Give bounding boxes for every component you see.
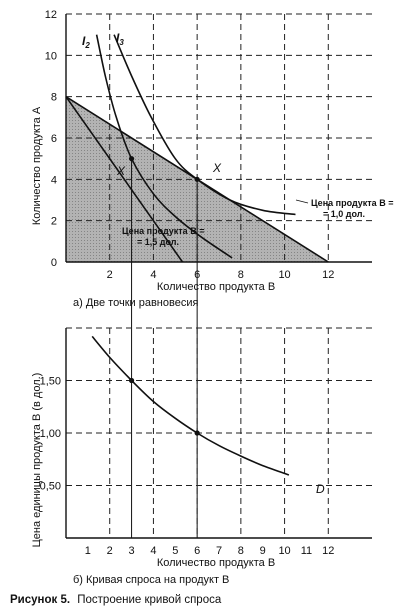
x-tick-label: 11: [301, 545, 312, 557]
x-tick-label: 10: [278, 545, 290, 557]
panel-b-xlabel: Количество продукта В: [157, 557, 275, 569]
figure-caption-prefix: Рисунок 5.: [10, 594, 70, 606]
figure-caption: Рисунок 5. Построение кривой спроса: [10, 594, 222, 606]
budget-label-2-line1: Цена продукта В =: [122, 226, 204, 236]
x-tick-label: 2: [107, 269, 113, 281]
panel-b-demand-curve: [91, 335, 290, 476]
x-tick-label: 1: [85, 545, 91, 557]
y-tick-label: 8: [51, 92, 57, 104]
x-tick-label: 5: [172, 545, 178, 557]
panel-a-axes: [65, 14, 372, 263]
demand-curve-line: [91, 335, 290, 476]
budget-line-2: [65, 96, 184, 263]
panel-b-x-ticks: 1 2 3 4 5 6 7 8 9 10 11 12: [85, 545, 335, 557]
x-tick-label: 4: [150, 269, 156, 281]
equilibrium-point-1: [128, 156, 135, 162]
demand-point-1: [128, 377, 135, 384]
y-tick-label: 0: [51, 257, 57, 269]
y-tick-label: 12: [45, 9, 57, 21]
equilibrium-label-2: X: [212, 161, 222, 175]
y-tick-label: 0,50: [40, 481, 61, 493]
y-tick-label: 2: [51, 216, 57, 228]
x-tick-label: 8: [238, 545, 244, 557]
panel-a-chart: 2 4 6 8 10 12 0 2 4 6 8 10 12 Количество продукта А…: [31, 9, 393, 309]
panel-a-xlabel: Количество продукта В: [157, 281, 275, 293]
panel-b-ylabel: Цена единицы продукта В (в дол.): [31, 373, 43, 548]
panel-b-caption: б) Кривая спроса на продукт В: [73, 574, 229, 586]
y-tick-label: 10: [45, 50, 57, 62]
panel-a-y-ticks: 0 2 4 6 8 10 12: [45, 9, 57, 269]
panel-b-chart: 1 2 3 4 5 6 7 8 9 10 11 12 0,501,001,50 Цена единиц…: [31, 327, 372, 586]
x-tick-label: 3: [129, 545, 135, 557]
budget-label-1-line1: Цена продукта В =: [311, 198, 393, 208]
x-tick-label: 10: [278, 269, 290, 281]
x-tick-label: 12: [322, 269, 334, 281]
x-tick-label: 12: [322, 545, 334, 557]
y-tick-label: 1,00: [40, 428, 61, 440]
budget-label-2-line2: = 1,5 дол.: [137, 237, 179, 247]
x-tick-label: 7: [216, 545, 222, 557]
demand-point-2: [194, 430, 200, 436]
budget-label-1-leader: [295, 199, 309, 204]
panel-b-points: [128, 377, 200, 436]
x-tick-label: 9: [260, 545, 266, 557]
y-tick-label: 6: [51, 133, 57, 145]
panel-a-grid: [66, 13, 372, 262]
x-tick-label: 2: [107, 545, 113, 557]
panel-a-caption: а) Две точки равновесия: [73, 297, 198, 309]
panel-a-indifference-curves: [95, 34, 296, 259]
panel-b-y-ticks: 0,50 1,00 1,50: [40, 376, 61, 493]
indifference-curve-i2: [95, 34, 233, 259]
panel-b-axes: [65, 328, 372, 539]
equilibrium-label-1: X: [116, 164, 126, 178]
curve-label-i2: I2: [82, 34, 90, 50]
x-tick-label: 4: [150, 545, 156, 557]
y-tick-label: 4: [51, 174, 57, 186]
panel-a-ylabel: Количество продукта А: [31, 106, 43, 225]
indifference-curve-i3: [113, 34, 296, 216]
y-tick-label: 1,50: [40, 376, 61, 388]
curve-label-i3: I3: [116, 31, 124, 47]
figure-caption-text: Построение кривой спроса: [77, 594, 222, 606]
budget-label-1-line2: = 1,0 дол.: [323, 209, 365, 219]
x-tick-label: 8: [238, 269, 244, 281]
panel-a-equilibrium-points: [128, 156, 200, 182]
equilibrium-point-2: [194, 176, 200, 182]
demand-curve-label: D: [316, 482, 325, 496]
x-tick-label: 6: [194, 545, 200, 557]
